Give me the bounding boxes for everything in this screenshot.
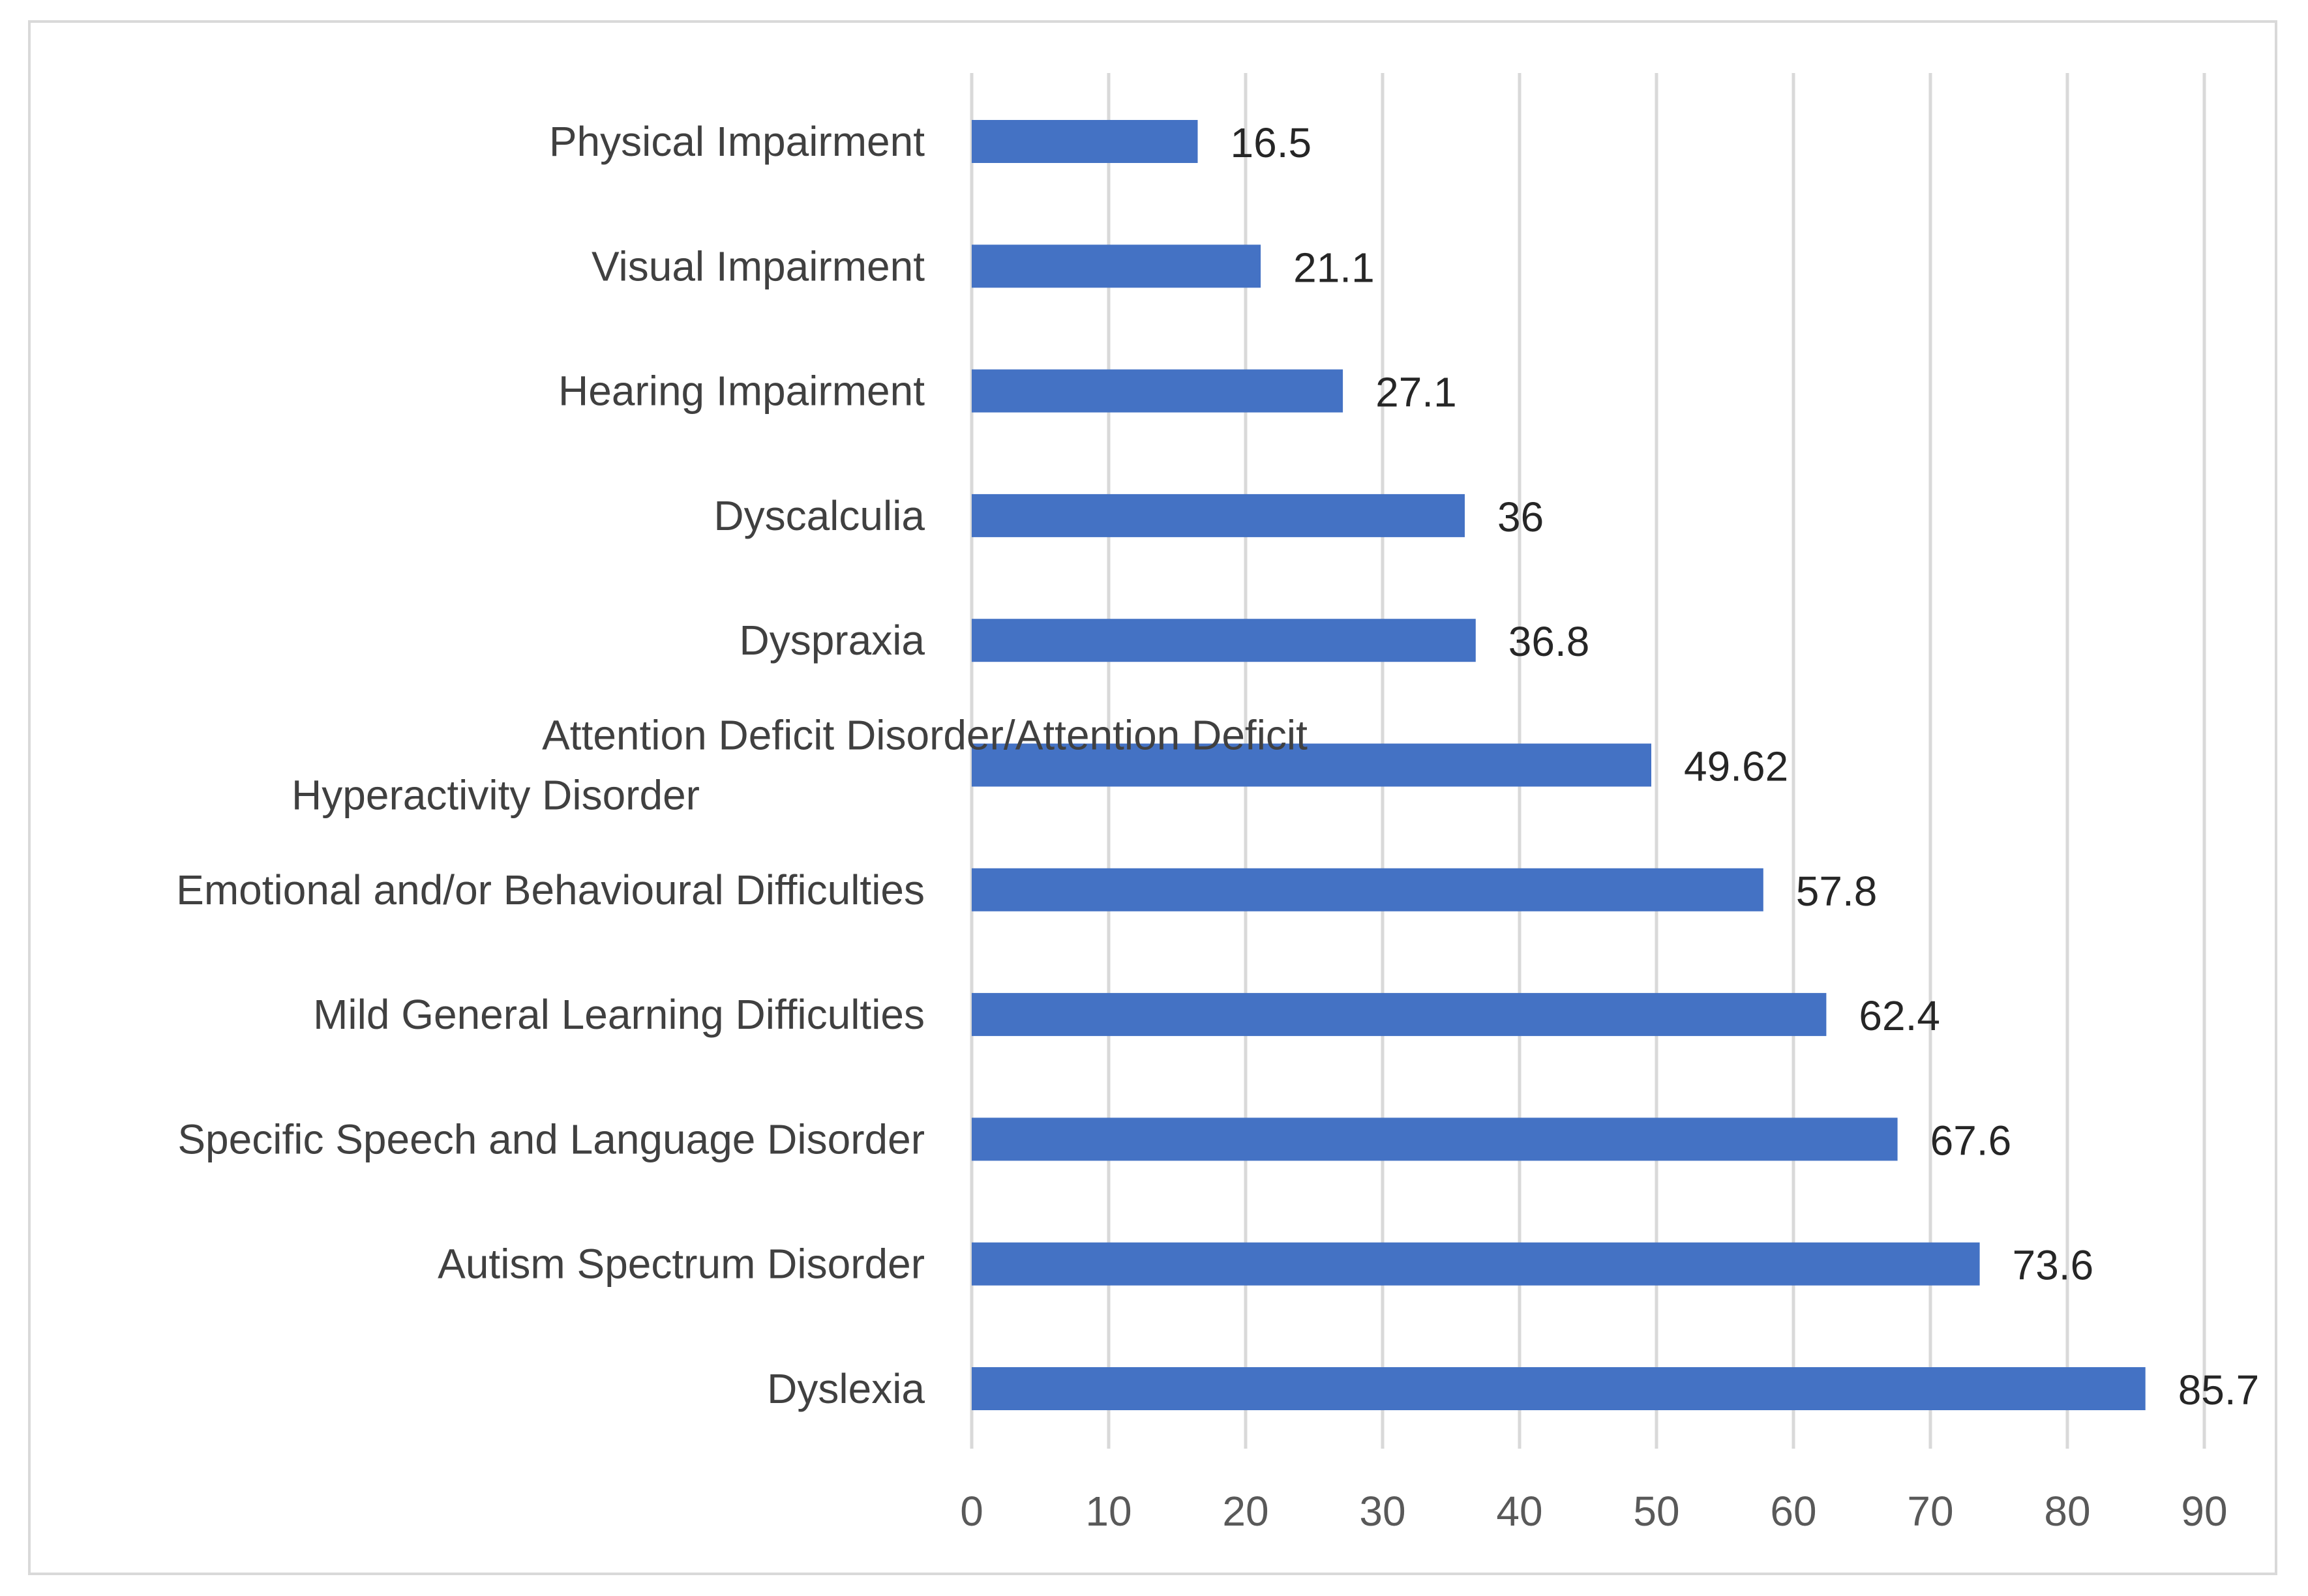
- data-label: 16.5: [1231, 119, 1312, 166]
- bar: [972, 619, 1476, 662]
- data-label: 27.1: [1375, 369, 1457, 416]
- category-label: Mild General Learning Difficulties: [313, 991, 925, 1038]
- x-tick-label: 20: [1222, 1488, 1268, 1535]
- category-label: Autism Spectrum Disorder: [438, 1241, 925, 1288]
- x-tick-label: 0: [960, 1488, 983, 1535]
- category-label: Hearing Impairment: [558, 368, 925, 415]
- category-label: Dyscalculia: [713, 492, 925, 539]
- category-label: Visual Impairment: [592, 243, 925, 289]
- x-tick-label: 90: [2181, 1488, 2227, 1535]
- x-tick-label: 30: [1359, 1488, 1405, 1535]
- data-label: 85.7: [2178, 1367, 2260, 1413]
- bar: [972, 1242, 1980, 1286]
- bar: [972, 1117, 1898, 1161]
- bar: [972, 120, 1198, 163]
- category-label: Emotional and/or Behavioural Difficultie…: [176, 866, 925, 913]
- data-label: 36.8: [1508, 618, 1590, 665]
- x-tick-label: 10: [1085, 1488, 1132, 1535]
- gridlines: [970, 73, 2206, 1449]
- data-label: 57.8: [1796, 868, 1878, 915]
- category-label-line: Mild General Learning Difficulties: [313, 991, 925, 1038]
- category-label: Physical Impairment: [549, 118, 925, 165]
- category-label-line: Dyslexia: [767, 1365, 925, 1412]
- bar: [972, 369, 1343, 413]
- x-tick-label: 60: [1770, 1488, 1816, 1535]
- category-label-line: Visual Impairment: [592, 243, 925, 289]
- data-label: 36: [1497, 494, 1544, 540]
- category-label-line: Attention Deficit Disorder/Attention Def…: [542, 712, 1308, 759]
- data-label: 67.6: [1930, 1117, 2012, 1164]
- bar: [972, 494, 1465, 537]
- bar: [972, 1367, 2146, 1410]
- bar: [972, 244, 1261, 288]
- bar: [972, 868, 1763, 911]
- x-tick-label: 50: [1633, 1488, 1679, 1535]
- category-label-line: Specific Speech and Language Disorder: [177, 1116, 925, 1162]
- category-labels: Physical Impairment Visual Impairment Hear…: [176, 118, 1308, 1412]
- category-label: Specific Speech and Language Disorder: [177, 1116, 925, 1162]
- category-label-line: Emotional and/or Behavioural Difficultie…: [176, 866, 925, 913]
- x-tick-label: 80: [2044, 1488, 2090, 1535]
- x-axis-tick-labels: 0 10 20 30 40 50 60 70 80 90: [960, 1488, 2227, 1535]
- category-label-line: Dyscalculia: [713, 492, 925, 539]
- data-label: 62.4: [1859, 992, 1940, 1039]
- category-label-line: Physical Impairment: [549, 118, 925, 165]
- bar: [972, 743, 1652, 787]
- category-label: Dyslexia: [767, 1365, 925, 1412]
- data-label: 49.62: [1684, 743, 1788, 790]
- bars: [972, 120, 2146, 1410]
- category-label-line: Autism Spectrum Disorder: [438, 1241, 925, 1288]
- category-label: Dyspraxia: [739, 617, 925, 664]
- data-label: 73.6: [2013, 1242, 2094, 1289]
- bar: [972, 993, 1827, 1037]
- category-label: Attention Deficit Disorder/Attention Def…: [292, 712, 1308, 819]
- category-label-line: Dyspraxia: [739, 617, 925, 664]
- category-label-line: Hyperactivity Disorder: [292, 772, 700, 819]
- x-tick-label: 40: [1496, 1488, 1542, 1535]
- data-label: 21.1: [1293, 244, 1375, 291]
- data-labels: 16.5 21.1 27.1 36 36.8 49.62 57.8 62.4 67.6 73.6 8…: [1231, 119, 2260, 1413]
- x-tick-label: 70: [1907, 1488, 1953, 1535]
- category-label-line: Hearing Impairment: [558, 368, 925, 415]
